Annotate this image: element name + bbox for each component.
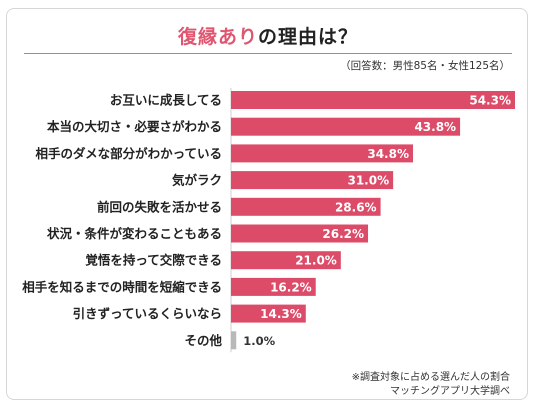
bar	[231, 251, 341, 270]
bar	[231, 117, 461, 136]
bar	[231, 304, 306, 323]
category-label: 覚悟を持って交際できる	[85, 253, 222, 268]
category-label: 相手を知るまでの時間を短縮できる	[22, 279, 222, 294]
bar	[231, 331, 237, 350]
category-label: 本当の大切さ・必要さがわかる	[47, 119, 222, 134]
value-label: 28.6%	[335, 200, 377, 214]
value-label: 1.0%	[243, 334, 275, 348]
title-rest: の理由は？	[258, 26, 359, 48]
category-label: お互いに成長してる	[110, 93, 222, 108]
title-divider	[24, 53, 512, 54]
bar	[231, 171, 394, 190]
value-label: 16.2%	[270, 280, 312, 294]
bar	[231, 144, 414, 163]
bar	[231, 277, 316, 296]
bar	[231, 224, 369, 243]
footnote: ※調査対象に占める選んだ人の割合	[351, 372, 510, 383]
category-label: 相手のダメな部分がわかっている	[35, 146, 222, 161]
value-label: 54.3%	[469, 94, 511, 108]
bar	[231, 197, 381, 216]
source-credit: マッチングアプリ大学調べ	[390, 386, 510, 397]
value-label: 26.2%	[322, 227, 364, 241]
value-label: 34.8%	[367, 147, 409, 161]
value-label: 14.3%	[260, 307, 302, 321]
bar	[231, 91, 515, 109]
category-label: 前回の失敗を活かせる	[97, 199, 222, 214]
title-highlight: 復縁あり	[177, 26, 258, 48]
value-label: 21.0%	[295, 254, 337, 268]
value-label: 43.8%	[414, 120, 456, 134]
respondent-count: （回答数：男性85名・女性125名）	[340, 60, 510, 72]
category-label: 気がラク	[172, 173, 222, 188]
category-label: 状況・条件が変わることもある	[47, 226, 222, 241]
category-label: その他	[184, 333, 222, 348]
category-label: 引きずっているくらいなら	[73, 306, 222, 321]
chart-title: 復縁ありの理由は？	[0, 22, 536, 49]
value-label: 31.0%	[347, 174, 389, 188]
